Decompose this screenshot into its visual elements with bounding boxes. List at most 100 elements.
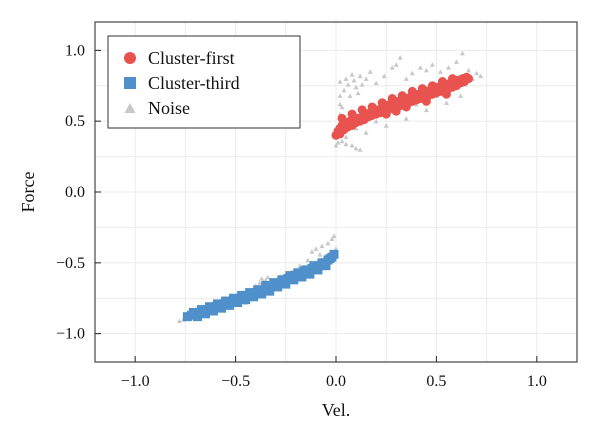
point-noise	[337, 101, 343, 107]
point-noise	[349, 143, 355, 148]
y-tick-label: −0.5	[56, 255, 85, 272]
point-noise	[263, 277, 269, 283]
point-noise	[265, 274, 271, 280]
legend-label-noise: Noise	[148, 98, 190, 118]
point-noise	[353, 126, 359, 131]
point-noise	[383, 123, 389, 128]
point-noise	[397, 55, 403, 60]
x-tick-label: 0.0	[326, 373, 346, 390]
point-cluster-third	[289, 275, 299, 285]
point-noise	[343, 134, 349, 139]
point-noise	[349, 72, 355, 77]
point-cluster-third	[281, 279, 291, 289]
point-noise	[341, 87, 347, 93]
point-cluster-first	[464, 74, 474, 84]
point-noise	[357, 147, 363, 152]
point-cluster-third	[313, 265, 323, 275]
point-cluster-third	[217, 303, 227, 313]
point-noise	[331, 233, 337, 239]
point-noise	[403, 76, 409, 81]
point-noise	[347, 93, 353, 98]
point-cluster-first	[407, 86, 417, 96]
point-noise	[423, 67, 429, 73]
point-noise	[343, 141, 349, 147]
point-noise	[445, 65, 451, 70]
point-cluster-first	[447, 74, 457, 84]
point-cluster-third	[192, 312, 202, 322]
point-cluster-first	[357, 105, 367, 115]
point-noise	[466, 67, 472, 73]
point-cluster-first	[421, 96, 431, 106]
y-tick-label: 0.0	[65, 184, 85, 201]
point-noise	[333, 143, 339, 148]
series-cluster-third	[182, 249, 339, 322]
point-noise	[337, 79, 343, 84]
point-cluster-first	[401, 102, 411, 112]
point-noise	[305, 257, 311, 263]
point-cluster-third	[321, 261, 331, 271]
point-noise	[329, 236, 335, 241]
series-cluster-first	[331, 72, 474, 140]
point-noise	[423, 107, 429, 113]
legend-label-cluster-third: Cluster-third	[148, 73, 240, 93]
point-cluster-first	[427, 81, 437, 91]
point-noise	[478, 73, 484, 79]
point-noise	[460, 50, 466, 56]
point-noise	[474, 70, 480, 76]
point-noise	[259, 276, 265, 281]
point-cluster-first	[391, 106, 401, 116]
point-cluster-third	[233, 298, 243, 307]
point-noise	[403, 116, 409, 121]
y-axis-label: Force	[18, 171, 38, 212]
legend-label-cluster-first: Cluster-first	[148, 48, 235, 68]
point-cluster-third	[200, 309, 210, 319]
x-tick-label: 1.0	[527, 373, 547, 390]
point-cluster-third	[208, 306, 218, 316]
point-cluster-third	[225, 300, 235, 310]
point-cluster-third	[297, 272, 307, 282]
x-tick-label: −0.5	[221, 373, 250, 390]
point-noise	[297, 263, 303, 268]
point-cluster-first	[441, 89, 451, 99]
point-noise	[337, 93, 343, 98]
point-noise	[367, 69, 373, 74]
legend-box	[107, 35, 301, 129]
point-noise	[454, 59, 459, 64]
point-noise	[357, 73, 363, 79]
point-cluster-third	[325, 254, 335, 264]
point-noise	[317, 252, 323, 257]
point-cluster-third	[273, 282, 283, 292]
point-noise	[176, 318, 182, 324]
point-noise	[393, 62, 399, 67]
point-noise	[359, 82, 365, 87]
point-noise	[389, 65, 395, 70]
point-noise	[313, 246, 319, 251]
x-axis-label: Vel.	[322, 400, 351, 420]
x-tick-label: 0.5	[426, 373, 446, 390]
point-noise	[363, 130, 369, 135]
point-noise	[373, 80, 379, 86]
point-noise	[373, 118, 379, 124]
plot-points	[176, 50, 484, 324]
point-noise	[345, 82, 351, 87]
point-noise	[417, 65, 423, 70]
point-cluster-third	[261, 281, 271, 290]
point-noise	[353, 84, 359, 90]
point-cluster-first	[437, 77, 447, 86]
point-cluster-first	[337, 113, 347, 123]
point-noise	[335, 140, 341, 145]
point-cluster-first	[381, 109, 391, 119]
point-noise	[363, 76, 369, 81]
point-noise	[319, 243, 325, 249]
axis-ticks: −1.0 −0.5 0.0 0.5 1.0 1.0 0.5 0.0 −0.5 −1.0	[56, 42, 547, 390]
point-noise	[309, 249, 315, 254]
point-noise	[339, 138, 345, 144]
point-noise	[409, 70, 415, 76]
point-noise	[343, 76, 349, 81]
point-noise	[437, 69, 443, 74]
point-noise	[443, 100, 449, 105]
point-noise	[351, 77, 357, 83]
point-noise	[257, 280, 263, 285]
